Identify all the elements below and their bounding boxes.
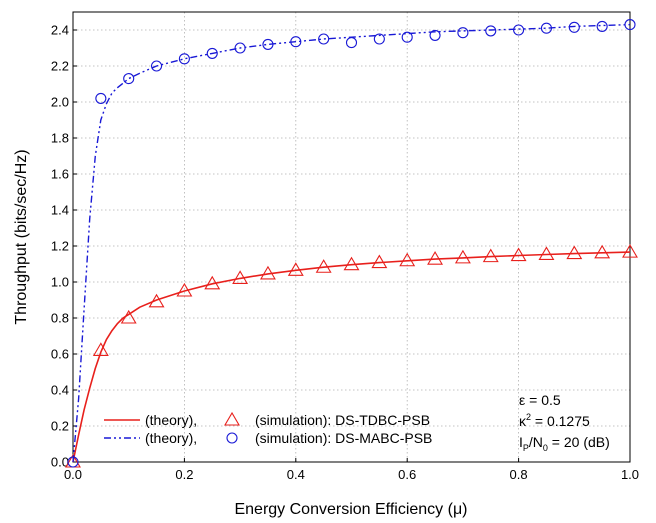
simulation-point-ds-tdbc-psb: [399, 252, 416, 267]
legend-simulation-label-mabc: (simulation): DS-MABC-PSB: [255, 430, 432, 446]
simulation-point-ds-mabc-psb: [429, 29, 441, 41]
annotation-kappa: κ2 = 0.1275: [519, 412, 590, 429]
simulation-point-ds-tdbc-psb: [371, 254, 388, 269]
x-tick-label: 0.0: [64, 467, 82, 482]
x-tick-label: 0.2: [175, 467, 193, 482]
simulation-point-ds-mabc-psb: [95, 92, 107, 104]
simulation-point-ds-tdbc-psb: [622, 244, 638, 258]
simulation-point-ds-mabc-psb: [234, 42, 246, 54]
y-tick-label: 0.6: [51, 347, 69, 362]
simulation-point-ds-mabc-psb: [540, 22, 553, 34]
y-axis-title: Throughput (bits/sec/Hz): [13, 149, 30, 324]
legend-marker-circle: [226, 432, 238, 444]
simulation-point-ds-mabc-psb: [290, 36, 302, 48]
y-tick-label: 1.8: [51, 131, 69, 146]
y-tick-label: 1.4: [51, 203, 69, 218]
simulation-point-ds-tdbc-psb: [315, 259, 332, 273]
legend: (theory), (simulation): DS-TDBC-PSB (the…: [104, 411, 432, 446]
annotation-ip-n0: IP/N0 = 20 (dB): [519, 434, 610, 453]
simulation-point-ds-mabc-psb: [401, 31, 413, 43]
simulation-point-ds-mabc-psb: [513, 24, 525, 36]
simulation-point-ds-tdbc-psb: [176, 282, 193, 297]
simulation-point-ds-tdbc-psb: [232, 270, 249, 284]
simulation-point-ds-tdbc-psb: [566, 245, 583, 260]
legend-theory-label-mabc: (theory),: [145, 430, 197, 446]
y-tick-label: 0.0: [51, 455, 69, 470]
y-tick-label: 0.2: [51, 419, 69, 434]
axis-ticks: 0.0 0.2 0.4 0.6 0.8 1.0 0.0 0.2 0.4 0.6 0.8 1.0 1.2 1…: [51, 23, 639, 483]
x-tick-label: 1.0: [621, 467, 639, 482]
simulation-point-ds-tdbc-psb: [120, 309, 137, 324]
y-tick-label: 0.8: [51, 311, 69, 326]
parameter-annotations: ε = 0.5 κ2 = 0.1275 IP/N0 = 20 (dB): [519, 392, 610, 453]
simulation-point-ds-mabc-psb: [457, 27, 469, 39]
simulation-point-ds-mabc-psb: [318, 33, 330, 45]
y-tick-label: 0.4: [51, 383, 69, 398]
simulation-point-ds-mabc-psb: [568, 21, 580, 33]
x-tick-label: 0.6: [398, 467, 416, 482]
simulation-point-ds-tdbc-psb: [482, 248, 499, 263]
y-tick-label: 2.2: [51, 59, 69, 74]
grid-lines: [73, 12, 630, 462]
simulation-point-ds-tdbc-psb: [427, 251, 444, 265]
simulation-point-ds-mabc-psb: [345, 37, 358, 49]
simulation-point-ds-mabc-psb: [373, 33, 385, 45]
simulation-point-ds-tdbc-psb: [148, 293, 165, 308]
simulation-point-ds-mabc-psb: [67, 456, 79, 468]
y-tick-label: 1.0: [51, 275, 69, 290]
x-axis-title: Energy Conversion Efficiency (μ): [234, 501, 467, 518]
simulation-point-ds-mabc-psb: [624, 19, 636, 31]
y-tick-label: 2.0: [51, 95, 69, 110]
x-tick-label: 0.8: [510, 467, 528, 482]
y-tick-label: 1.6: [51, 167, 69, 182]
simulation-point-ds-tdbc-psb: [287, 262, 304, 276]
simulation-point-ds-tdbc-psb: [204, 275, 221, 290]
simulation-point-ds-mabc-psb: [151, 60, 163, 72]
legend-theory-label-tdbc: (theory),: [145, 412, 197, 428]
legend-marker-triangle: [224, 411, 240, 426]
simulation-point-ds-mabc-psb: [178, 53, 190, 65]
simulation-point-ds-tdbc-psb: [594, 244, 611, 259]
simulation-point-ds-mabc-psb: [262, 38, 274, 50]
simulation-point-ds-tdbc-psb: [538, 246, 555, 261]
simulation-point-ds-tdbc-psb: [510, 247, 527, 262]
simulation-point-ds-tdbc-psb: [454, 249, 471, 264]
simulation-point-ds-tdbc-psb: [92, 342, 109, 356]
annotation-epsilon: ε = 0.5: [519, 392, 561, 408]
theory-line-ds-mabc-psb: [72, 23, 631, 463]
y-tick-label: 1.2: [51, 239, 69, 254]
y-tick-label: 2.4: [51, 23, 69, 38]
legend-simulation-label-tdbc: (simulation): DS-TDBC-PSB: [255, 412, 430, 428]
simulation-point-ds-mabc-psb: [123, 73, 135, 85]
simulation-point-ds-mabc-psb: [485, 25, 497, 37]
x-tick-label: 0.4: [287, 467, 305, 482]
simulation-point-ds-mabc-psb: [206, 47, 218, 59]
simulation-point-ds-tdbc-psb: [259, 265, 276, 280]
series-layer: [65, 19, 638, 468]
simulation-point-ds-tdbc-psb: [343, 256, 360, 271]
plot-frame: [72, 11, 631, 463]
simulation-point-ds-mabc-psb: [596, 20, 608, 32]
